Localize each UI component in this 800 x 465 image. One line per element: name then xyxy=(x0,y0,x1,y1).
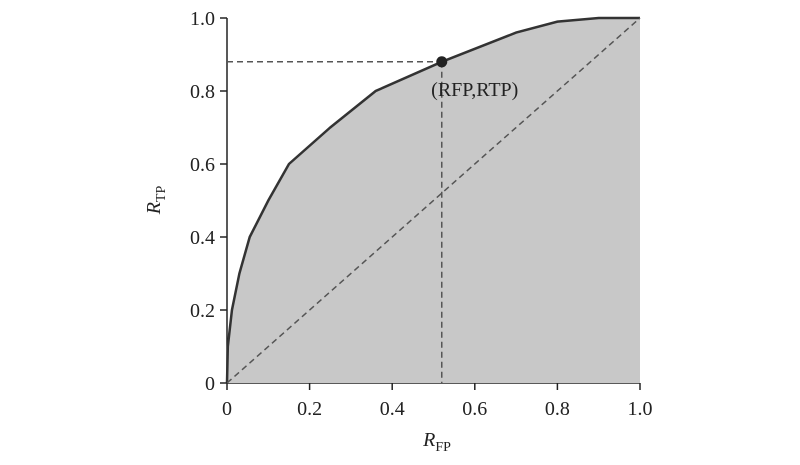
x-tick-label: 0 xyxy=(222,398,232,420)
x-label-sub: FP xyxy=(435,440,451,455)
y-tick-label: 0.6 xyxy=(190,154,215,176)
x-tick-label: 0.2 xyxy=(297,398,322,420)
x-axis-label: RFP xyxy=(422,429,451,455)
y-label-main: R xyxy=(143,202,165,215)
y-tick-label: 0.4 xyxy=(190,227,215,249)
roc-curve xyxy=(225,16,640,384)
operating-point xyxy=(436,56,448,68)
y-axis-label: RTP xyxy=(143,186,169,216)
x-tick-label: 0.4 xyxy=(380,398,405,420)
y-tick-label: 0.8 xyxy=(190,81,215,103)
x-tick-label: 0.8 xyxy=(545,398,570,420)
reference-line xyxy=(226,17,641,384)
point-label: (RFP,RTP) xyxy=(431,79,518,101)
x-tick-label: 0.6 xyxy=(462,398,487,420)
y-tick-label: 0.2 xyxy=(190,300,215,322)
y-tick-label: 1.0 xyxy=(190,8,215,30)
x-label-main: R xyxy=(422,429,435,451)
y-tick-label: 0 xyxy=(205,373,215,395)
x-tick-label: 1.0 xyxy=(628,398,653,420)
y-label-sub: TP xyxy=(154,186,169,203)
